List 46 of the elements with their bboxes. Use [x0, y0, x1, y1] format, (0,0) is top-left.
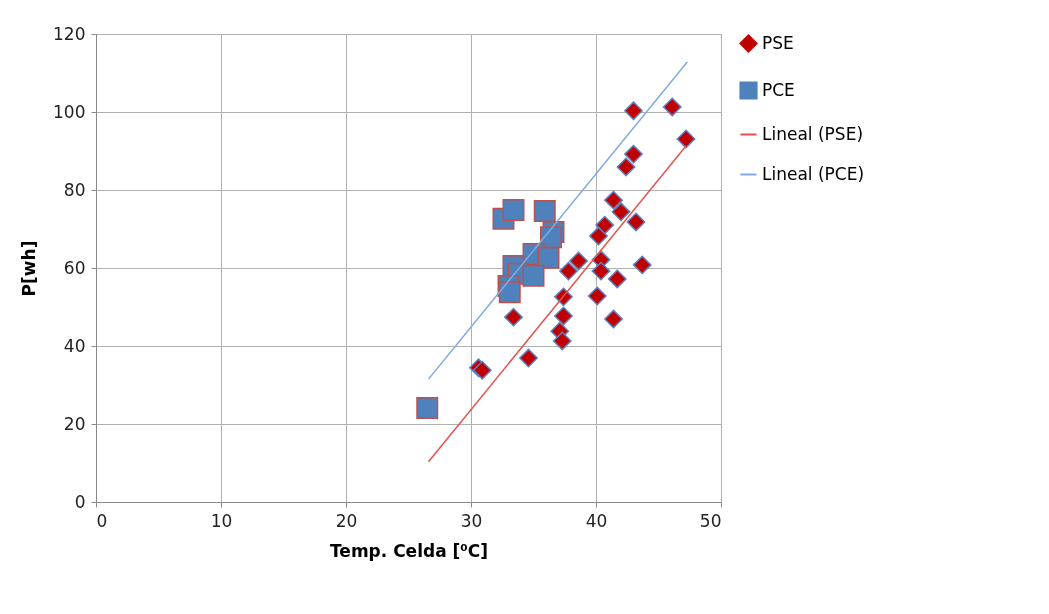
point	[611, 202, 631, 222]
point	[498, 281, 521, 304]
y-tick-label: 0	[74, 491, 86, 512]
point	[416, 397, 439, 420]
y-tick-label: 80	[63, 179, 86, 200]
x-tick-label: 40	[585, 510, 608, 531]
y-tick-label: 40	[63, 335, 86, 356]
point	[537, 246, 560, 269]
y-tick-label: 20	[63, 413, 86, 434]
point	[604, 190, 623, 210]
point	[533, 200, 556, 223]
x-tick-label: 50	[699, 510, 722, 531]
point	[591, 261, 611, 281]
point	[607, 269, 627, 289]
x-tick-label: 0	[96, 510, 108, 531]
legend-label: PCE	[762, 79, 795, 100]
legend-label: PSE	[762, 32, 794, 53]
point	[552, 331, 572, 351]
x-tick-label: 10	[210, 510, 233, 531]
point	[676, 129, 696, 149]
point	[662, 97, 682, 117]
point	[587, 286, 607, 306]
point	[616, 157, 636, 177]
point	[624, 144, 643, 164]
point	[569, 251, 588, 271]
point	[472, 360, 492, 380]
point	[554, 306, 573, 326]
y-axis-title: P[wh]	[19, 240, 40, 297]
legend-label: Lineal (PCE)	[762, 163, 865, 184]
point	[624, 101, 643, 121]
y-tick-label: 100	[53, 101, 86, 122]
point	[504, 307, 523, 327]
point	[604, 309, 623, 329]
point	[589, 226, 608, 246]
y-tick-label: 120	[53, 23, 86, 44]
point	[519, 348, 538, 368]
point	[502, 198, 525, 221]
x-tick-label: 30	[460, 510, 483, 531]
point	[559, 261, 578, 281]
point	[626, 212, 646, 232]
x-axis-title: Temp. Celda [⁰C]	[330, 540, 488, 561]
legend-label: Lineal (PSE)	[762, 123, 864, 144]
point	[522, 264, 545, 287]
point	[632, 255, 652, 275]
y-tick-label: 60	[63, 257, 86, 278]
x-tick-label: 20	[335, 510, 358, 531]
